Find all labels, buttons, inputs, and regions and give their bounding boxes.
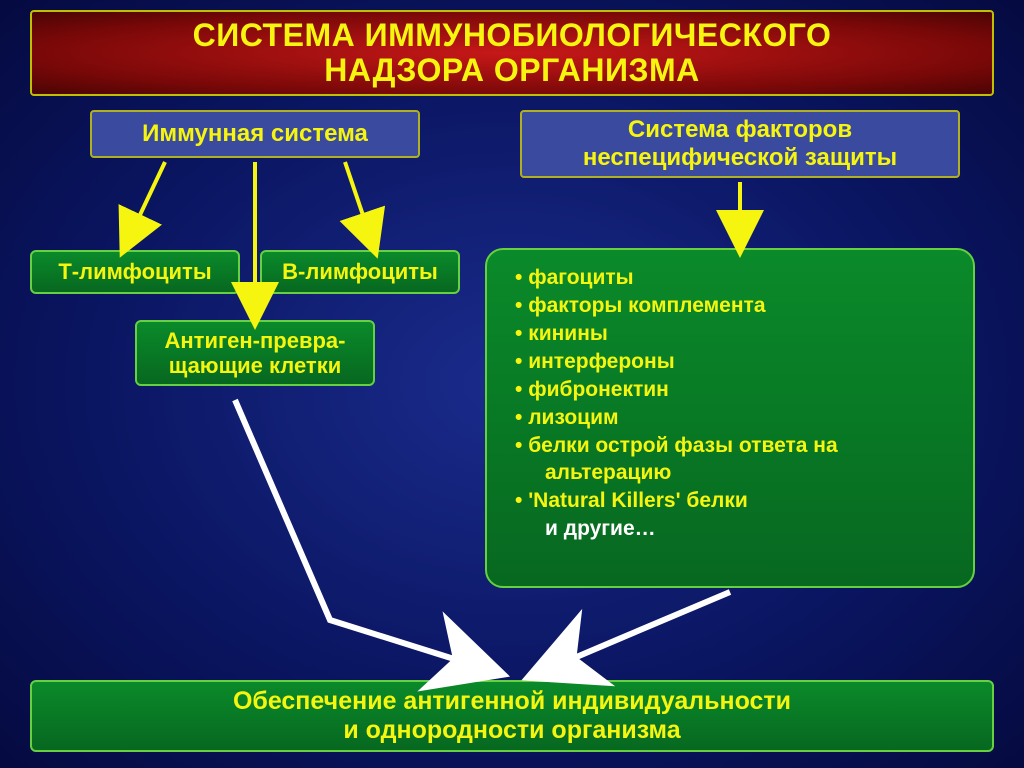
t-lymphocytes-box: Т-лимфоциты	[30, 250, 240, 294]
title-line1: СИСТЕМА ИММУНОБИОЛОГИЧЕСКОГО	[193, 17, 832, 53]
factors-item: интерфероны	[515, 348, 955, 376]
b-lymphocytes-box: В-лимфоциты	[260, 250, 460, 294]
bottom-line2: и однородности организма	[343, 716, 680, 744]
bottom-box: Обеспечение антигенной индивидуальности …	[30, 680, 994, 752]
antigen-line1: Антиген-превра-	[165, 328, 346, 353]
factors-items: фагоцитыфакторы комплементакининыинтерфе…	[515, 264, 955, 515]
bottom-line1: Обеспечение антигенной индивидуальности	[233, 687, 791, 715]
title-box: СИСТЕМА ИММУНОБИОЛОГИЧЕСКОГО НАДЗОРА ОРГ…	[30, 10, 994, 96]
nonspecific-line1: Система факторов	[628, 116, 852, 143]
b-lymphocytes-label: В-лимфоциты	[282, 259, 438, 284]
antigen-cells-box: Антиген-превра- щающие клетки	[135, 320, 375, 386]
factors-item: фибронектин	[515, 376, 955, 404]
nonspecific-box: Система факторов неспецифической защиты	[520, 110, 960, 178]
title-text: СИСТЕМА ИММУНОБИОЛОГИЧЕСКОГО НАДЗОРА ОРГ…	[42, 18, 982, 88]
factors-list-box: фагоцитыфакторы комплементакининыинтерфе…	[485, 248, 975, 588]
immune-system-box: Иммунная система	[90, 110, 420, 158]
nonspecific-line2: неспецифической защиты	[583, 144, 897, 171]
factors-item: альтерацию	[515, 459, 955, 487]
antigen-line2: щающие клетки	[169, 353, 342, 378]
t-lymphocytes-label: Т-лимфоциты	[58, 259, 211, 284]
factors-item: фагоциты	[515, 264, 955, 292]
factors-item: факторы комплемента	[515, 292, 955, 320]
factors-item: белки острой фазы ответа на	[515, 432, 955, 460]
immune-system-label: Иммунная система	[142, 120, 368, 148]
factors-item: лизоцим	[515, 404, 955, 432]
factors-item: 'Natural Killers' белки	[515, 487, 955, 515]
title-line2: НАДЗОРА ОРГАНИЗМА	[324, 52, 700, 88]
factors-other: и другие…	[515, 515, 955, 543]
factors-item: кинины	[515, 320, 955, 348]
